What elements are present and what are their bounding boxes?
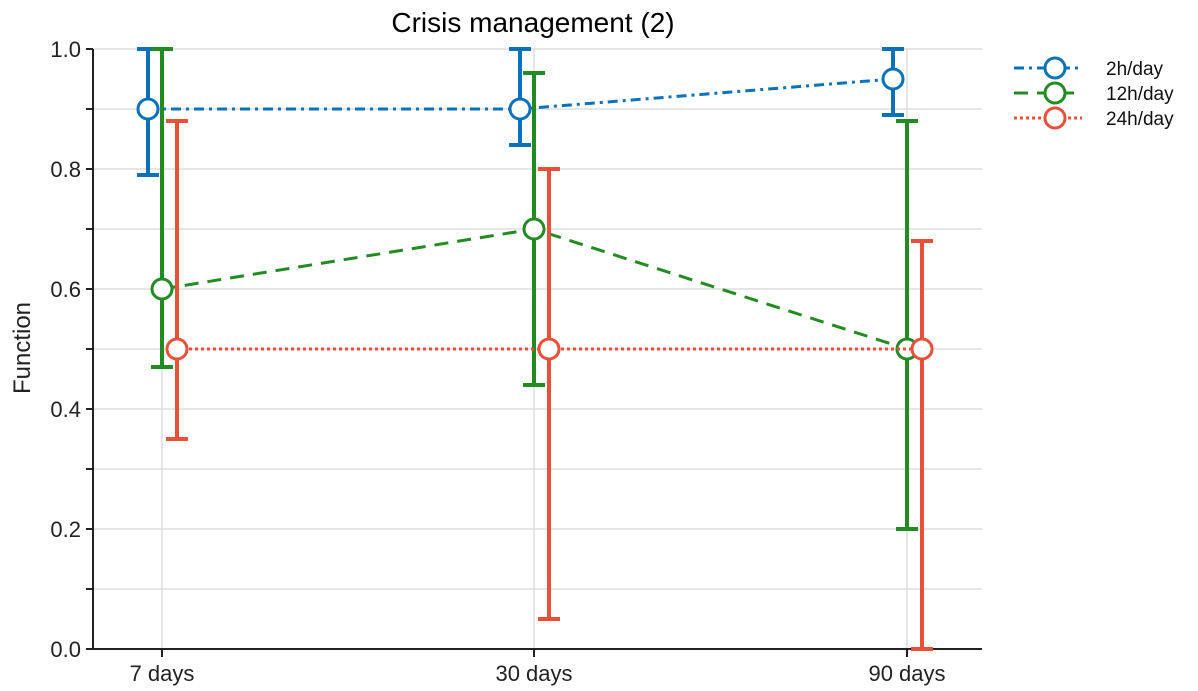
y-tick-label: 1.0 [50,37,81,62]
y-tick-label: 0.2 [50,517,81,542]
legend-marker [1043,106,1067,130]
legend-label: 24h/day [1106,109,1174,130]
data-point [165,337,189,361]
data-point [508,97,532,121]
y-tick-label: 0.0 [50,637,81,662]
data-point [522,217,546,241]
y-tick-label: 0.4 [50,397,81,422]
chart-title: Crisis management (2) [391,7,674,38]
legend-item: 24h/day [1014,106,1174,130]
legend-label: 12h/day [1106,84,1174,105]
axes: 0.0 0.2 0.4 0.6 0.8 1.0 7 days 30 days 90 days [50,37,982,686]
legend-marker [1043,56,1067,80]
legend-label: 2h/day [1106,59,1164,80]
data-point [136,97,160,121]
data-point [881,67,905,91]
x-tick-label: 30 days [495,661,572,686]
data-point [537,337,561,361]
data-point [910,337,934,361]
x-tick-label: 7 days [130,661,195,686]
legend-item: 12h/day [1014,81,1174,105]
series-layer [136,47,934,651]
x-tick-label: 90 days [868,661,945,686]
series-2 [165,119,934,651]
y-axis-label: Function [9,302,36,394]
legend-marker [1043,81,1067,105]
y-tick-label: 0.6 [50,277,81,302]
y-tick-label: 0.8 [50,157,81,182]
legend-item: 2h/day [1014,56,1164,80]
legend: 2h/day 12h/day 24h/day [1014,56,1174,130]
series-0 [136,47,905,177]
data-point [150,277,174,301]
